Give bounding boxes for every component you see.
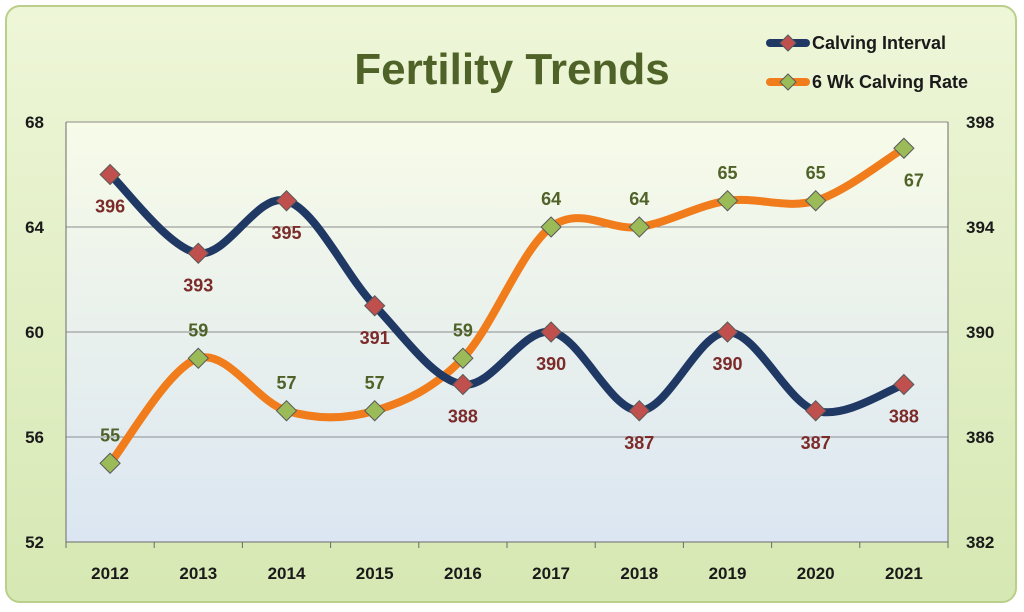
y-left-tick-label: 68 — [25, 113, 44, 132]
data-point-6-wk-calving-rate — [275, 400, 298, 422]
chart-title: Fertility Trends — [354, 45, 669, 94]
data-point-calving-interval — [187, 242, 210, 264]
data-point-6-wk-calving-rate — [716, 190, 739, 212]
legend-label-6-wk-calving-rate: 6 Wk Calving Rate — [812, 72, 968, 92]
x-tick-label: 2015 — [356, 564, 394, 583]
x-tick-label: 2019 — [709, 564, 747, 583]
x-tick-label: 2020 — [797, 564, 835, 583]
data-point-calving-interval — [716, 321, 739, 343]
data-label-6-wk-calving-rate: 64 — [541, 189, 561, 209]
data-label-calving-interval: 388 — [889, 407, 919, 427]
axes: 52 56 60 64 68 382 386 390 394 398 2012 2013 2014 201… — [25, 113, 995, 583]
y-right-tick-label: 390 — [966, 323, 994, 342]
data-label-calving-interval: 393 — [183, 275, 213, 295]
series-line-calving-interval — [106, 170, 908, 417]
data-point-calving-interval — [628, 400, 651, 422]
y-right-tick-label: 386 — [966, 428, 994, 447]
y-left-tick-label: 56 — [25, 428, 44, 447]
data-point-6-wk-calving-rate — [99, 452, 121, 474]
data-label-6-wk-calving-rate: 65 — [806, 163, 826, 183]
data-point-6-wk-calving-rate — [804, 190, 827, 212]
data-point-6-wk-calving-rate — [452, 347, 474, 369]
legend-marker-calving-interval — [779, 34, 797, 52]
y-left-tick-label: 64 — [25, 218, 44, 237]
y-right-tick-label: 394 — [966, 218, 995, 237]
data-label-calving-interval: 387 — [624, 433, 654, 453]
data-label-6-wk-calving-rate: 57 — [365, 373, 385, 393]
data-point-calving-interval — [363, 295, 386, 317]
data-label-calving-interval: 387 — [801, 433, 831, 453]
x-tick-label: 2016 — [444, 564, 482, 583]
data-point-6-wk-calving-rate — [540, 216, 562, 238]
x-tick-label: 2018 — [620, 564, 658, 583]
data-labels: 396 393 395 391 388 390 387 390 387 388 55 59 57 57 59… — [95, 163, 924, 453]
data-point-calving-interval — [893, 373, 915, 396]
data-label-calving-interval: 388 — [448, 407, 478, 427]
series-line-6-wk-calving-rate — [106, 144, 908, 468]
y-right-tick-label: 398 — [966, 113, 994, 132]
data-label-6-wk-calving-rate: 67 — [904, 170, 924, 190]
data-label-calving-interval: 390 — [536, 354, 566, 374]
y-left-tick-label: 60 — [25, 323, 44, 342]
data-label-calving-interval: 390 — [712, 354, 742, 374]
data-point-calving-interval — [275, 190, 298, 212]
y-left-tick-label: 52 — [25, 533, 44, 552]
x-tick-label: 2013 — [179, 564, 217, 583]
legend: Calving Interval 6 Wk Calving Rate — [766, 33, 968, 92]
data-label-calving-interval: 396 — [95, 197, 125, 217]
data-label-6-wk-calving-rate: 57 — [276, 373, 296, 393]
data-label-6-wk-calving-rate: 59 — [453, 320, 473, 340]
data-label-6-wk-calving-rate: 65 — [717, 163, 737, 183]
data-point-6-wk-calving-rate — [363, 400, 386, 422]
legend-label-calving-interval: Calving Interval — [812, 33, 946, 53]
data-point-calving-interval — [804, 400, 827, 422]
y-right-tick-label: 382 — [966, 533, 994, 552]
data-label-calving-interval: 395 — [271, 223, 301, 243]
data-label-calving-interval: 391 — [360, 328, 390, 348]
data-point-calving-interval — [540, 321, 562, 343]
x-tick-label: 2021 — [885, 564, 923, 583]
data-point-6-wk-calving-rate — [893, 137, 915, 159]
data-point-6-wk-calving-rate — [628, 216, 651, 238]
data-label-6-wk-calving-rate: 64 — [629, 189, 649, 209]
data-label-6-wk-calving-rate: 55 — [100, 425, 120, 445]
series-layer — [99, 137, 915, 474]
x-tick-label: 2012 — [91, 564, 129, 583]
data-point-6-wk-calving-rate — [187, 347, 210, 369]
data-point-calving-interval — [99, 163, 121, 186]
data-label-6-wk-calving-rate: 59 — [188, 320, 208, 340]
x-tick-label: 2014 — [268, 564, 306, 583]
data-point-calving-interval — [452, 373, 474, 396]
legend-marker-6-wk-calving-rate — [779, 73, 797, 91]
x-tick-label: 2017 — [532, 564, 570, 583]
